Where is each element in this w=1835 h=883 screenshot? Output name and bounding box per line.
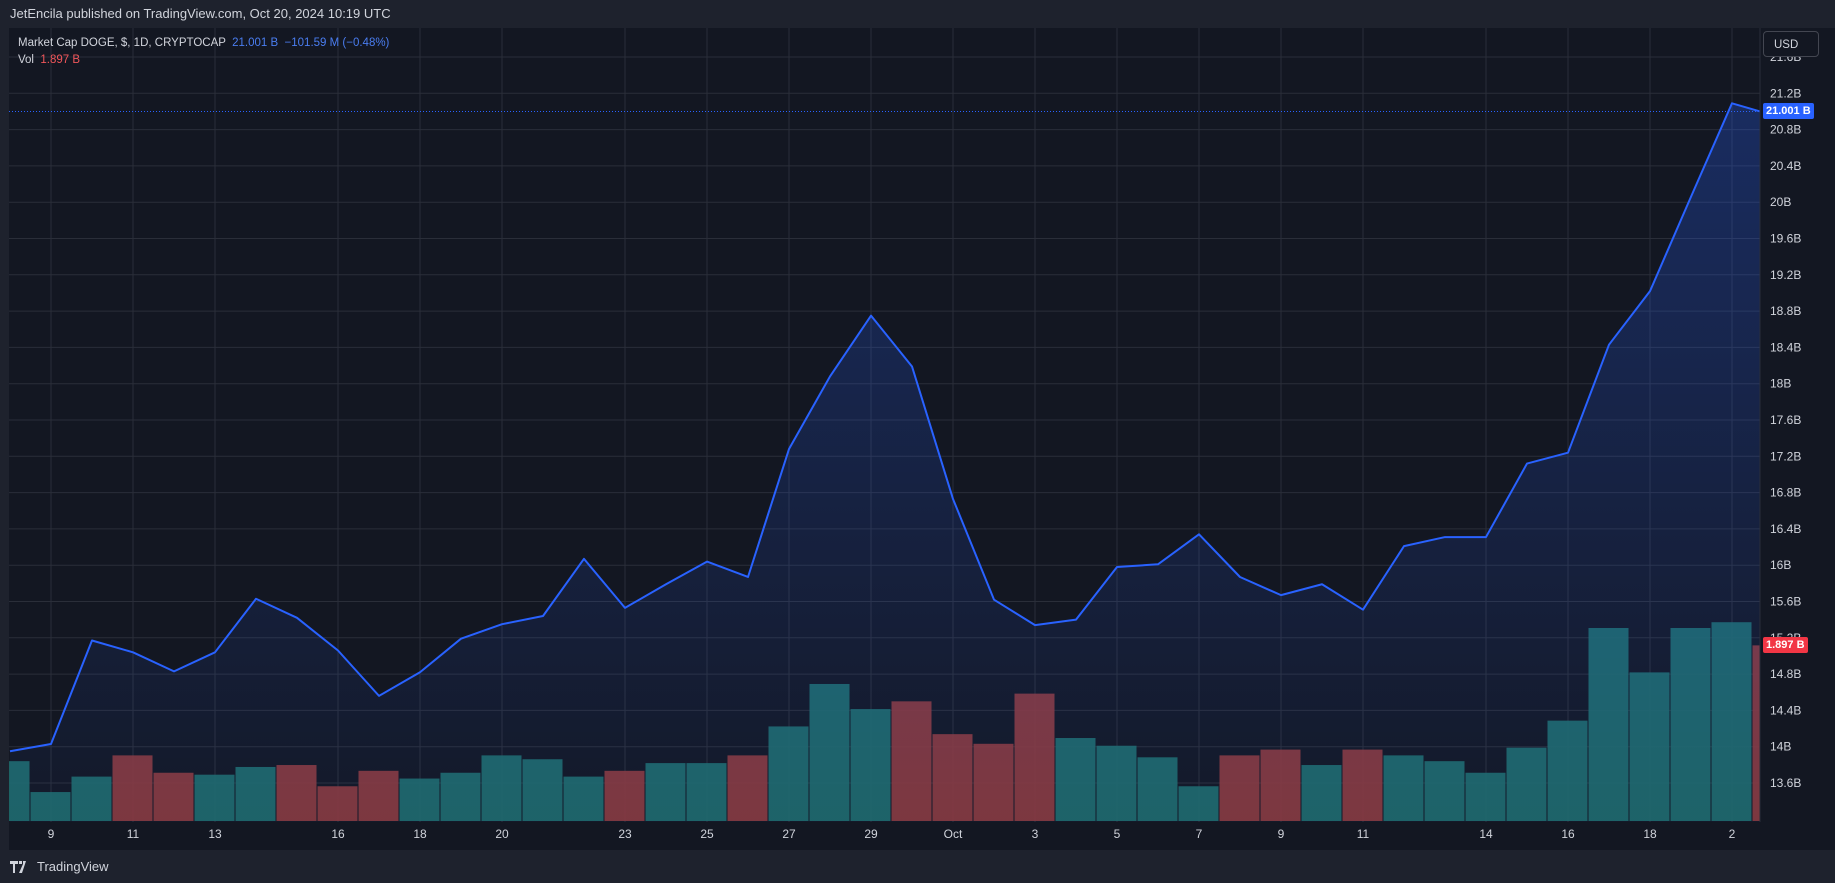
tradingview-logo-icon [10, 860, 26, 873]
publish-text: JetEncila published on TradingView.com, … [10, 6, 391, 21]
x-tick-label: 11 [127, 827, 140, 841]
price-line [9, 102, 1761, 753]
x-tick-label: 27 [782, 827, 796, 841]
last-price-tag: 21.001 B [1763, 103, 1814, 120]
y-tick-label: 16B [1770, 558, 1791, 572]
tradingview-brand: TradingView [37, 859, 109, 874]
y-tick-label: 15.6B [1770, 595, 1801, 609]
legend-last-value: 21.001 B [232, 37, 279, 49]
legend-change: −101.59 M (−0.48%) [284, 37, 390, 49]
x-tick-label: 2 [1729, 827, 1736, 841]
legend-volume-row: Vol 1.897 B [18, 52, 389, 69]
y-tick-label: 18.4B [1770, 340, 1801, 354]
y-tick-label: 14.8B [1770, 667, 1801, 681]
x-tick-label: 9 [48, 827, 55, 841]
x-tick-label: 3 [1032, 827, 1039, 841]
y-tick-label: 19.6B [1770, 232, 1801, 246]
x-tick-label: 20 [495, 827, 509, 841]
y-tick-label: 18B [1770, 377, 1791, 391]
x-tick-label: 25 [700, 827, 714, 841]
y-tick-label: 14.4B [1770, 703, 1801, 717]
y-tick-label: 20.8B [1770, 123, 1801, 137]
y-tick-label: 14B [1770, 740, 1791, 754]
last-volume-tag: 1.897 B [1763, 637, 1808, 654]
x-tick-label: 5 [1114, 827, 1121, 841]
x-tick-label: 16 [1561, 827, 1575, 841]
legend-symbol[interactable]: Market Cap DOGE, $, 1D, CRYPTOCAP [18, 37, 226, 49]
x-tick-label: 13 [208, 827, 222, 841]
x-tick-label: 11 [1357, 827, 1370, 841]
y-tick-label: 17.6B [1770, 413, 1801, 427]
y-tick-label: 20B [1770, 195, 1791, 209]
legend-main-row: Market Cap DOGE, $, 1D, CRYPTOCAP 21.001… [18, 35, 389, 52]
price-area [10, 103, 1760, 823]
x-tick-label: 29 [864, 827, 878, 841]
x-tick-label: Oct [944, 827, 963, 841]
x-tick-label: 14 [1479, 827, 1493, 841]
y-tick-label: 18.8B [1770, 304, 1801, 318]
legend-vol-value: 1.897 B [40, 54, 81, 66]
y-tick-label: 17.2B [1770, 449, 1801, 463]
x-tick-label: 16 [331, 827, 345, 841]
legend-vol-label[interactable]: Vol [18, 54, 34, 66]
y-tick-label: 19.2B [1770, 268, 1801, 282]
price-chart[interactable]: 13.6B14B14.4B14.8B15.2B15.6B16B16.4B16.8… [0, 0, 1835, 850]
x-tick-label: 18 [413, 827, 427, 841]
y-tick-label: 16.4B [1770, 522, 1801, 536]
tradingview-logo[interactable]: TradingView [10, 850, 109, 883]
x-tick-label: 23 [618, 827, 632, 841]
footer-bar: TradingView [0, 850, 1835, 883]
y-tick-label: 16.8B [1770, 486, 1801, 500]
y-tick-label: 21.2B [1770, 86, 1801, 100]
y-tick-label: 20.4B [1770, 159, 1801, 173]
x-tick-label: 18 [1643, 827, 1657, 841]
publish-header: JetEncila published on TradingView.com, … [0, 0, 1835, 28]
chart-legend: Market Cap DOGE, $, 1D, CRYPTOCAP 21.001… [18, 35, 389, 69]
x-tick-label: 9 [1278, 827, 1285, 841]
currency-button[interactable]: USD [1763, 31, 1819, 57]
y-tick-label: 13.6B [1770, 776, 1801, 790]
x-tick-label: 7 [1196, 827, 1203, 841]
